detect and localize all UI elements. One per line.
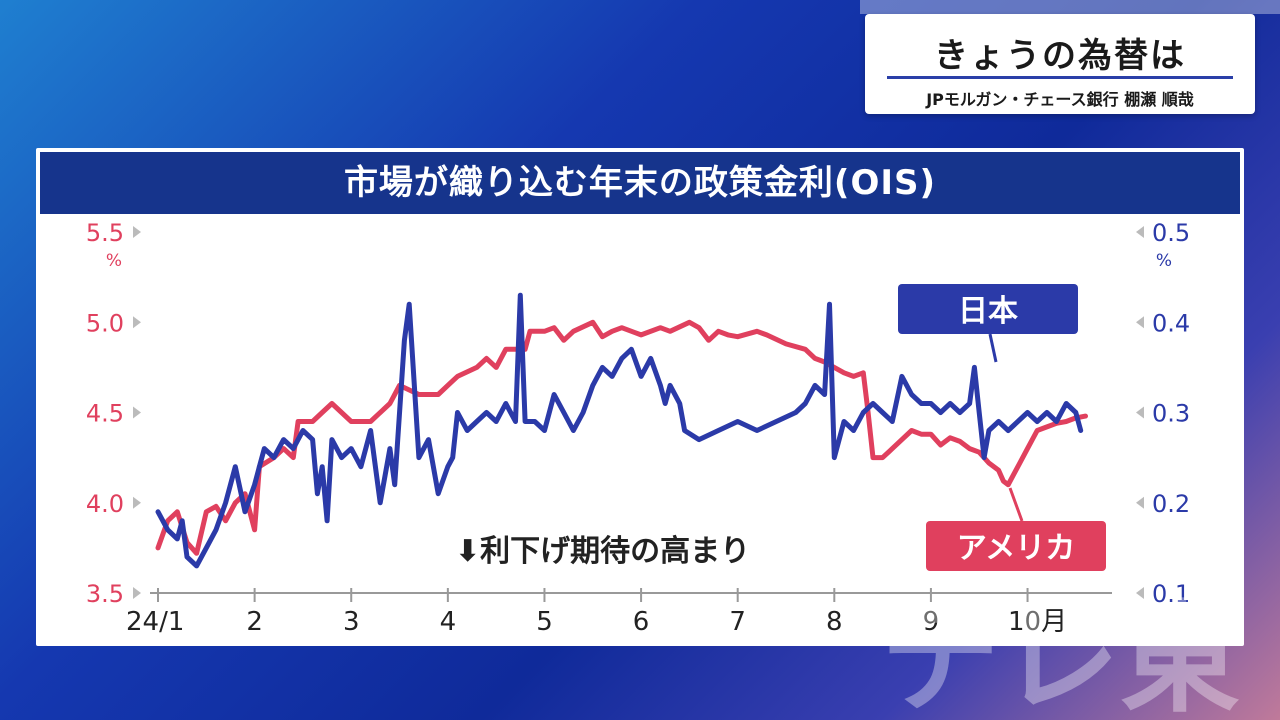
x-tick-label: 2 — [246, 607, 263, 637]
right-y-tick-label: 0.5 — [1152, 219, 1190, 247]
left-tick-arrow-icon — [133, 406, 141, 419]
left-tick-arrow-icon — [133, 496, 141, 509]
legend-japan-box — [898, 284, 1078, 334]
legend-us-box — [926, 521, 1106, 571]
program-title-card: きょうの為替は JPモルガン・チェース銀行 棚瀬 順哉 — [865, 14, 1255, 114]
right-y-tick-label: 0.2 — [1152, 490, 1190, 518]
x-tick-label: 4 — [440, 607, 457, 637]
series-line-us — [155, 319, 1088, 556]
right-tick-arrow-icon — [1136, 226, 1144, 238]
x-tick-label: 9 — [923, 607, 940, 637]
channel-watermark: テレ東 — [880, 590, 1240, 720]
series-line-japan — [155, 292, 1084, 569]
x-tick-label: 3 — [343, 607, 360, 637]
left-tick-arrow-icon — [133, 587, 141, 599]
legend-us-label: アメリカ — [957, 531, 1076, 566]
left-tick-arrow-icon — [133, 316, 141, 329]
legend-us-leader — [1008, 487, 1024, 522]
legend-japan-label: 日本 — [958, 294, 1018, 329]
background-stripe — [860, 0, 1280, 14]
legend-japan-leader — [988, 333, 998, 363]
x-tick-label: 10月 — [1008, 607, 1067, 637]
left-y-tick-label: 4.5 — [86, 400, 124, 428]
title-divider — [887, 76, 1233, 79]
x-tick-label: 7 — [729, 607, 746, 637]
x-tick-label: 6 — [633, 607, 650, 637]
right-tick-arrow-icon — [1136, 587, 1144, 599]
chart-title: 市場が織り込む年末の政策金利(OIS) — [40, 152, 1240, 214]
left-y-tick-label: 3.5 — [86, 580, 124, 608]
right-tick-arrow-icon — [1136, 496, 1144, 509]
right-y-tick-label: 0.4 — [1152, 309, 1190, 337]
left-y-tick-label: 5.0 — [86, 309, 124, 337]
x-tick-label: 5 — [536, 607, 553, 637]
x-tick-label: 24/1 — [126, 607, 184, 637]
right-y-tick-label: 0.1 — [1152, 580, 1190, 608]
right-y-tick-label: 0.3 — [1152, 400, 1190, 428]
program-title: きょうの為替は — [934, 36, 1186, 76]
annotation-label: ⬇利下げ期待の高まり — [455, 534, 750, 569]
x-tick-label: 8 — [826, 607, 843, 637]
program-subtitle: JPモルガン・チェース銀行 棚瀬 順哉 — [926, 90, 1194, 109]
left-tick-arrow-icon — [133, 226, 141, 238]
right-y-unit: % — [1156, 251, 1172, 271]
left-y-tick-label: 5.5 — [86, 219, 124, 247]
left-y-unit: % — [106, 251, 122, 271]
right-tick-arrow-icon — [1136, 316, 1144, 329]
left-y-tick-label: 4.0 — [86, 490, 124, 518]
right-tick-arrow-icon — [1136, 406, 1144, 419]
